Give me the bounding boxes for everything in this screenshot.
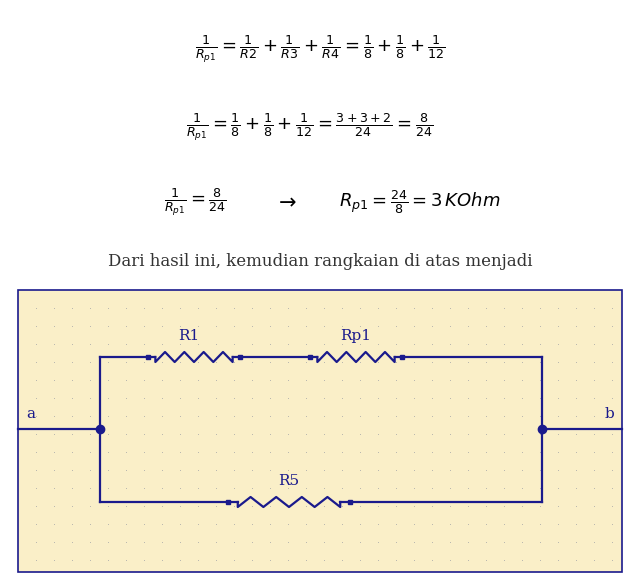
- Text: a: a: [26, 407, 35, 421]
- Text: $\frac{1}{R_{p1}} = \frac{1}{R2} + \frac{1}{R3} + \frac{1}{R4} = \frac{1}{8} + \: $\frac{1}{R_{p1}} = \frac{1}{R2} + \frac…: [195, 33, 445, 65]
- Text: Dari hasil ini, kemudian rangkaian di atas menjadi: Dari hasil ini, kemudian rangkaian di at…: [108, 253, 532, 271]
- Text: R1: R1: [179, 329, 200, 343]
- Text: $\frac{1}{R_{p1}} = \frac{8}{24}$: $\frac{1}{R_{p1}} = \frac{8}{24}$: [164, 186, 227, 218]
- Bar: [18, 290, 622, 572]
- Text: R5: R5: [278, 474, 300, 488]
- Text: $R_{p1} = \frac{24}{8} = 3\,KOhm$: $R_{p1} = \frac{24}{8} = 3\,KOhm$: [339, 188, 500, 216]
- Text: $\frac{1}{R_{p1}} = \frac{1}{8} + \frac{1}{8} + \frac{1}{12} = \frac{3+3+2}{24} : $\frac{1}{R_{p1}} = \frac{1}{8} + \frac{…: [186, 111, 433, 143]
- Text: b: b: [604, 407, 614, 421]
- Text: $\rightarrow$: $\rightarrow$: [274, 193, 296, 212]
- Text: Rp1: Rp1: [340, 329, 371, 343]
